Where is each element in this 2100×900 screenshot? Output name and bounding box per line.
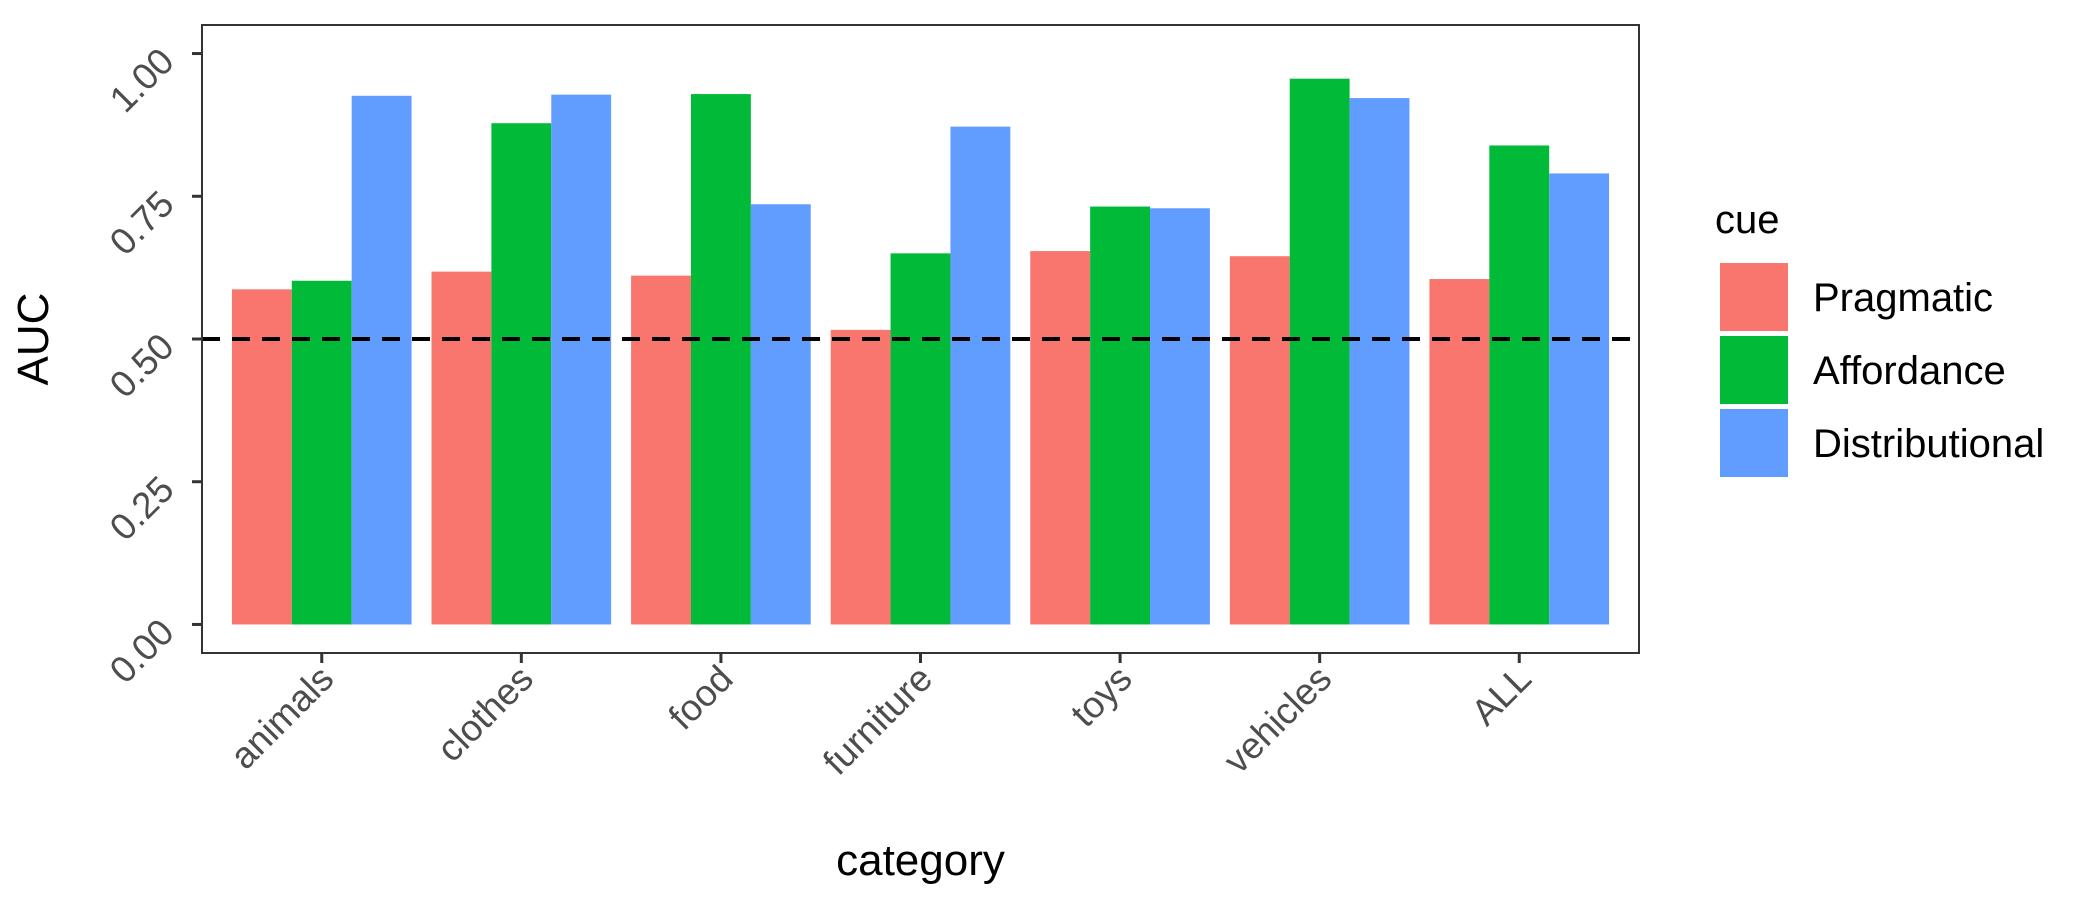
legend-items: Pragmatic Affordance Distributional [1720, 263, 2044, 477]
y-axis: 0.00 0.25 0.50 0.75 1.00 [102, 40, 202, 691]
bar-animals-affordance [291, 280, 352, 625]
x-tick-label-animals: animals [222, 658, 341, 777]
x-tick-label-clothes: clothes [429, 658, 541, 770]
x-tick-label-furniture: furniture [815, 658, 940, 783]
bar-food-affordance [690, 94, 751, 625]
y-tick-label: 0.25 [102, 468, 182, 548]
bar-animals-pragmatic [231, 289, 292, 625]
y-tick-label: 0.50 [102, 326, 182, 406]
x-tick-label-all: ALL [1463, 658, 1539, 734]
bar-furniture-distributional [950, 126, 1011, 625]
legend: cue Pragmatic Affordance Distributional [1715, 198, 2044, 477]
bar-clothes-affordance [491, 123, 552, 625]
x-tick-label-toys: toys [1063, 658, 1140, 735]
bar-vehicles-pragmatic [1229, 256, 1290, 625]
bar-vehicles-affordance [1289, 78, 1350, 625]
bar-furniture-affordance [890, 253, 951, 625]
legend-label-affordance: Affordance [1813, 349, 2006, 393]
bar-all-affordance [1489, 145, 1550, 625]
bar-furniture-pragmatic [830, 329, 891, 625]
bar-food-pragmatic [631, 275, 691, 625]
legend-key-distributional [1720, 409, 1788, 477]
legend-key-affordance [1720, 336, 1788, 404]
x-axis-title: category [836, 836, 1005, 885]
y-tick-label: 0.75 [102, 183, 182, 263]
legend-label-pragmatic: Pragmatic [1813, 276, 1993, 320]
bar-clothes-distributional [551, 94, 612, 625]
x-tick-label-vehicles: vehicles [1216, 658, 1340, 782]
y-tick-label: 1.00 [102, 40, 182, 120]
x-axis: animals clothes food furniture toys vehicles A… [222, 653, 1539, 783]
legend-key-pragmatic [1720, 263, 1788, 331]
bar-vehicles-distributional [1349, 98, 1410, 625]
bar-food-distributional [750, 204, 811, 625]
x-tick-label-food: food [661, 658, 741, 738]
bar-toys-pragmatic [1030, 251, 1091, 625]
y-axis-title: AUC [9, 293, 58, 386]
bar-toys-distributional [1150, 208, 1210, 625]
y-tick-label: 0.00 [102, 611, 182, 691]
bar-all-pragmatic [1429, 279, 1490, 625]
bar-toys-affordance [1090, 206, 1151, 625]
legend-label-distributional: Distributional [1813, 422, 2044, 466]
bars-layer [231, 78, 1610, 625]
bar-clothes-pragmatic [431, 271, 492, 625]
bar-all-distributional [1549, 173, 1610, 625]
bar-animals-distributional [351, 95, 412, 625]
legend-title: cue [1715, 198, 1780, 242]
